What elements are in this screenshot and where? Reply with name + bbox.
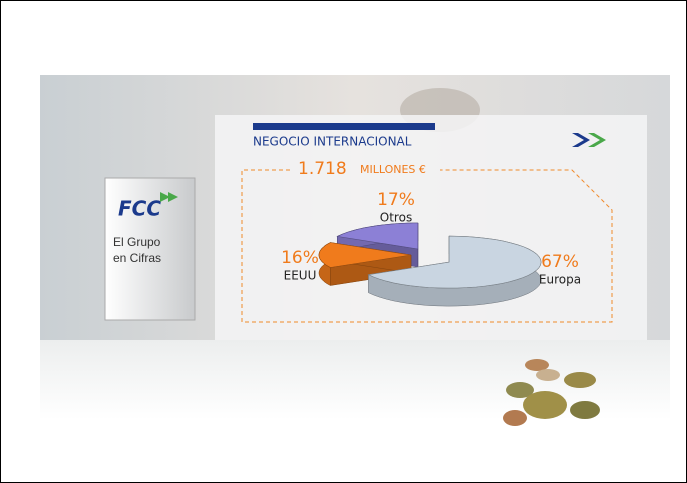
coin: [536, 369, 560, 381]
coin: [564, 372, 596, 388]
category-label: Otros: [380, 211, 412, 225]
value-label: 67%: [541, 252, 579, 272]
chart-title: NEGOCIO INTERNACIONAL: [253, 135, 412, 149]
coin: [523, 391, 567, 419]
sidebar-line: en Cifras: [113, 251, 161, 265]
coin: [503, 410, 527, 426]
logo: FCC: [118, 197, 161, 221]
chart-panel: [215, 115, 647, 340]
sidebar-line: El Grupo: [113, 235, 161, 249]
total: 1.718: [298, 159, 347, 179]
category-label: EEUU: [284, 269, 317, 283]
value-label: 17%: [377, 190, 415, 210]
coin: [570, 401, 600, 419]
unit: MILLONES €: [360, 163, 426, 176]
page: {"sidebar": {"logo": "FCC", "lines": ["E…: [0, 0, 687, 483]
title-bar: [253, 123, 435, 130]
slide: NEGOCIO INTERNACIONAL 1.718 MILLONES € F…: [0, 0, 687, 483]
value-label: 16%: [281, 248, 319, 268]
category-label: Europa: [539, 273, 581, 287]
